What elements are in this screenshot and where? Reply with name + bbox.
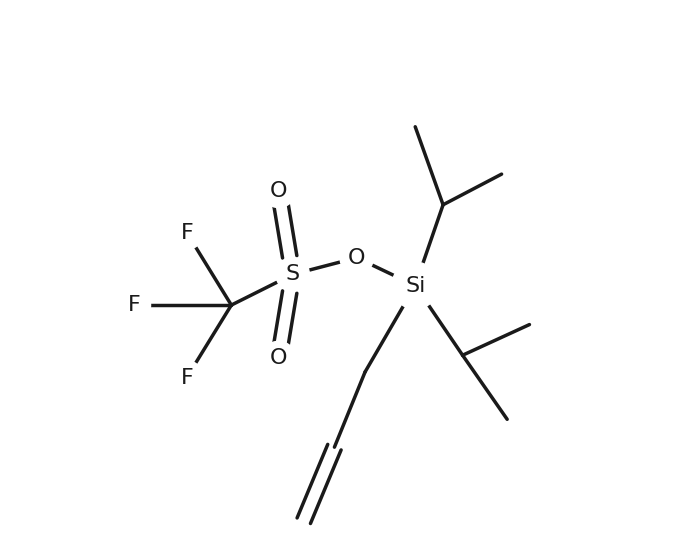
Text: F: F: [180, 223, 193, 242]
Circle shape: [340, 241, 373, 274]
Circle shape: [170, 216, 203, 249]
Circle shape: [117, 288, 150, 322]
Circle shape: [262, 341, 295, 375]
Text: F: F: [180, 367, 193, 388]
Text: S: S: [286, 264, 300, 284]
Text: O: O: [348, 248, 365, 268]
Circle shape: [262, 174, 295, 208]
Text: Si: Si: [405, 276, 426, 296]
Text: F: F: [127, 295, 140, 315]
Circle shape: [392, 262, 439, 309]
Circle shape: [170, 361, 203, 394]
Circle shape: [276, 258, 309, 291]
Text: O: O: [270, 181, 288, 201]
Text: O: O: [270, 348, 288, 368]
